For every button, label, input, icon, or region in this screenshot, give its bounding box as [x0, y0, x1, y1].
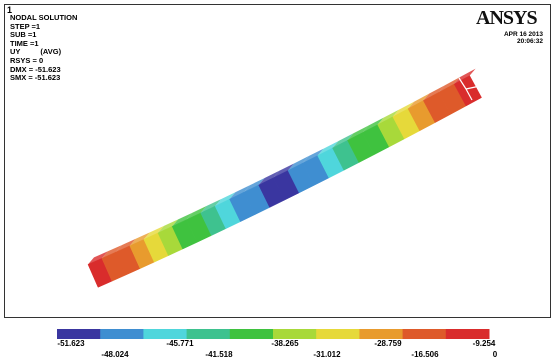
ansys-logo: ANSYS [476, 7, 538, 29]
info-time: TIME =1 [10, 38, 39, 48]
beam-top-face [172, 212, 193, 227]
beam-top-face [157, 219, 179, 233]
legend-swatch [273, 329, 317, 339]
triad-icon [458, 77, 481, 101]
legend-label-lower-4: -16.506 [411, 350, 439, 359]
legend-label-lower-5: 0 [492, 350, 498, 359]
beam-top-face [302, 148, 324, 164]
legend-label-lower-1: -48.024 [101, 350, 129, 359]
legend-label-upper-3: -38.265 [271, 339, 299, 348]
timestamp: APR 16 2013 20:06:32 [504, 31, 543, 45]
beam-top-face [186, 205, 207, 220]
beam-top-face [258, 170, 280, 185]
legend-swatch [229, 329, 274, 339]
beam-top-face [244, 177, 265, 193]
legend-label-lower-2: -41.518 [205, 350, 233, 359]
beam-top-face [101, 245, 122, 259]
solution-info-block: NODAL SOLUTION STEP =1 SUB =1 TIME =1 UY… [10, 13, 78, 83]
beam-top-face [87, 251, 108, 265]
info-dmx: DMX = -51.623 [10, 64, 61, 74]
legend-label-lower-3: -31.012 [313, 350, 341, 359]
beam-top-face [332, 133, 354, 148]
beam-top-face [454, 68, 476, 85]
info-smx: SMX = -51.623 [10, 73, 61, 83]
legend-swatch [57, 329, 101, 339]
beam-top-face [200, 199, 222, 213]
legend-swatch [316, 329, 360, 339]
beam-top-face [423, 85, 445, 101]
info-sub: SUB =1 [10, 30, 37, 40]
beam-top-face [317, 140, 339, 156]
legend-label-upper-5: -9.254 [472, 339, 496, 348]
beam-top-face [392, 101, 415, 117]
legend-swatch [186, 329, 231, 339]
beam-top-face [229, 185, 251, 200]
info-rsys: RSYS = 0 [10, 55, 44, 65]
beam-top-face [377, 109, 399, 125]
legend-label-upper-2: -45.771 [166, 339, 194, 348]
beam-top-face [438, 77, 461, 93]
legend-swatch [359, 329, 404, 339]
beam-top-face [273, 163, 294, 178]
legend-color-bar [57, 329, 490, 339]
info-step: STEP =1 [10, 21, 41, 31]
date-label: APR 16 2013 [503, 31, 543, 38]
beam-top-face [129, 232, 150, 246]
graphics-viewport[interactable] [4, 4, 551, 318]
beam-top-face [115, 238, 136, 253]
legend-swatch [402, 329, 447, 339]
legend-label-upper-1: -51.623 [57, 339, 85, 348]
beam-model [83, 58, 482, 293]
uy-label: UY [10, 47, 21, 57]
plot-title: NODAL SOLUTION [10, 13, 78, 22]
time-label: 20:06:32 [516, 38, 543, 45]
beam-top-face [143, 225, 164, 240]
beam-top-face [287, 156, 309, 171]
legend-swatch [100, 329, 144, 339]
uy-avg-label: (AVG) [40, 47, 62, 57]
window-number: 1 [7, 5, 13, 15]
info-uy: UY (AVG) [10, 48, 77, 57]
legend-label-upper-4: -28.759 [374, 339, 402, 348]
beam-top-face [347, 125, 369, 141]
beam-top-face [215, 192, 236, 207]
legend-swatch [143, 329, 188, 339]
beam-top-face [362, 117, 384, 133]
beam-end-edges [83, 58, 481, 293]
legend-swatch [445, 329, 490, 339]
beam-top-face [408, 93, 430, 109]
